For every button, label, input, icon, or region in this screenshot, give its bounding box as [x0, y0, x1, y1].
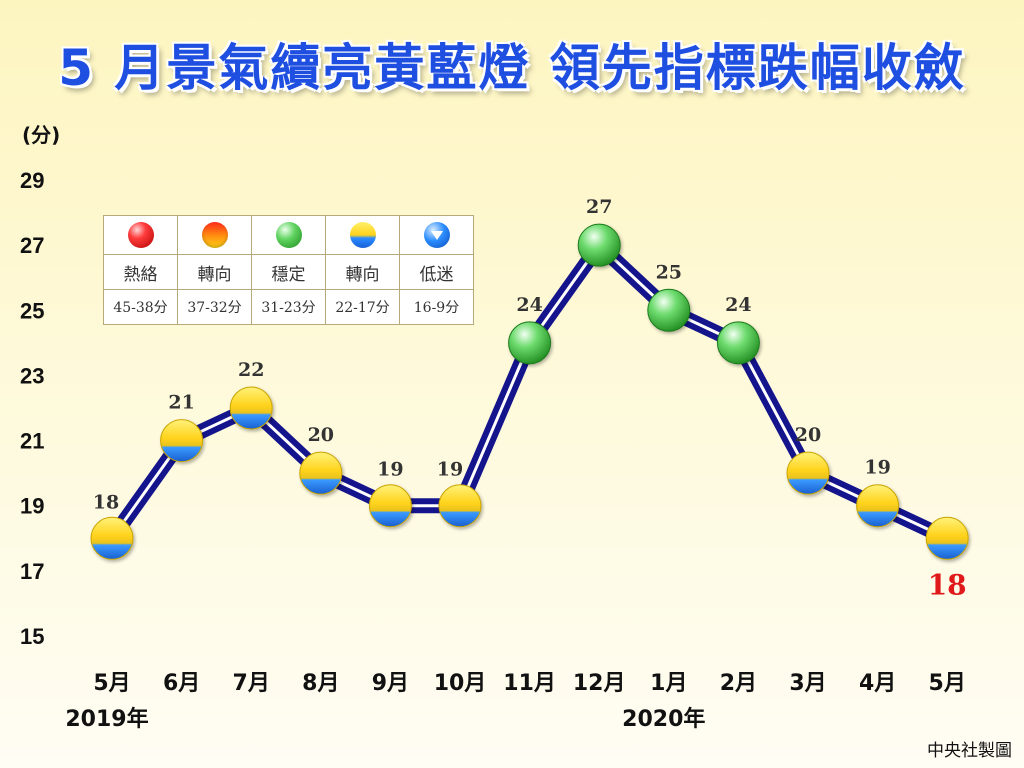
credit-text: 中央社製圖: [927, 741, 1012, 761]
y-tick-label: 23: [20, 363, 44, 388]
data-label: 20: [308, 424, 334, 446]
yellow-red-lamp-icon: [201, 222, 228, 248]
y-tick-label: 21: [20, 429, 44, 454]
chart-title: 5 月景氣續亮黃藍燈 領先指標跌幅收斂: [58, 39, 966, 97]
legend-cell-turning-up: [177, 215, 252, 255]
legend-range: 16-9分: [399, 289, 474, 325]
year-label: 2020年: [622, 706, 705, 732]
x-tick-label: 5月: [929, 671, 966, 696]
x-tick-label: 4月: [859, 671, 896, 696]
y-tick-label: 25: [20, 298, 44, 323]
legend-cell-stable: [251, 215, 326, 255]
data-point-yellow-blue-lamp: [90, 516, 134, 560]
data-point-yellow-blue-lamp: [229, 386, 273, 430]
legend-name: 轉向: [177, 254, 252, 290]
data-point-yellow-blue-lamp: [786, 451, 830, 495]
yellow-blue-lamp-icon: [349, 222, 376, 248]
data-point-green-lamp: [716, 321, 760, 365]
legend-range: 31-23分: [251, 289, 326, 325]
x-tick-label: 8月: [302, 671, 339, 696]
blue-down-triangle-icon: [423, 222, 450, 248]
data-point-green-lamp: [647, 288, 691, 332]
legend-range: 45-38分: [103, 289, 178, 325]
y-tick-label: 27: [20, 233, 44, 258]
data-point-yellow-blue-lamp: [160, 419, 204, 463]
data-point-yellow-blue-lamp: [856, 484, 900, 528]
data-point-yellow-blue-lamp: [438, 484, 482, 528]
data-label: 18: [93, 491, 119, 513]
x-tick-label: 2月: [720, 671, 757, 696]
data-point-yellow-blue-lamp: [925, 516, 969, 560]
x-tick-label: 1月: [650, 671, 687, 696]
data-point-yellow-blue-lamp: [368, 484, 412, 528]
legend-cell-turning-down: [325, 215, 400, 255]
x-tick-label: 5月: [93, 671, 130, 696]
legend-range: 37-32分: [177, 289, 252, 325]
y-axis-unit-label: (分): [22, 123, 60, 147]
green-lamp-icon: [275, 222, 302, 248]
data-label: 24: [516, 294, 542, 316]
data-label: 19: [377, 459, 403, 481]
x-tick-label: 10月: [434, 671, 487, 696]
y-tick-label: 15: [20, 624, 44, 649]
legend-cell-sluggish: [399, 215, 474, 255]
data-point-yellow-blue-lamp: [299, 451, 343, 495]
x-tick-label: 12月: [573, 671, 626, 696]
legend-name: 穩定: [251, 254, 326, 290]
legend-name: 轉向: [325, 254, 400, 290]
data-label: 21: [168, 392, 194, 414]
data-label-highlight: 18: [928, 568, 967, 601]
data-label: 24: [725, 294, 751, 316]
y-tick-label: 19: [20, 494, 44, 519]
y-tick-label: 17: [20, 559, 44, 584]
data-point-green-lamp: [508, 321, 552, 365]
data-label: 19: [437, 459, 463, 481]
legend-range: 22-17分: [325, 289, 400, 325]
data-label: 22: [238, 359, 264, 381]
data-label: 25: [656, 261, 682, 283]
legend-name: 低迷: [399, 254, 474, 290]
x-tick-label: 3月: [789, 671, 826, 696]
year-label: 2019年: [65, 706, 148, 732]
x-tick-label: 9月: [372, 671, 409, 696]
y-tick-label: 29: [20, 168, 44, 193]
legend-name: 熱絡: [103, 254, 178, 290]
x-tick-label: 6月: [163, 671, 200, 696]
red-lamp-icon: [127, 222, 154, 248]
x-tick-label: 7月: [233, 671, 270, 696]
x-tick-label: 11月: [503, 671, 556, 696]
data-point-green-lamp: [577, 223, 621, 267]
data-label: 20: [795, 424, 821, 446]
data-label: 19: [864, 457, 890, 479]
legend-cell-hot: [103, 215, 178, 255]
data-label: 27: [586, 196, 612, 218]
signal-legend: 熱絡 轉向 穩定 轉向 低迷 45-38分 37-32分 31-23分 22-1…: [103, 215, 474, 325]
